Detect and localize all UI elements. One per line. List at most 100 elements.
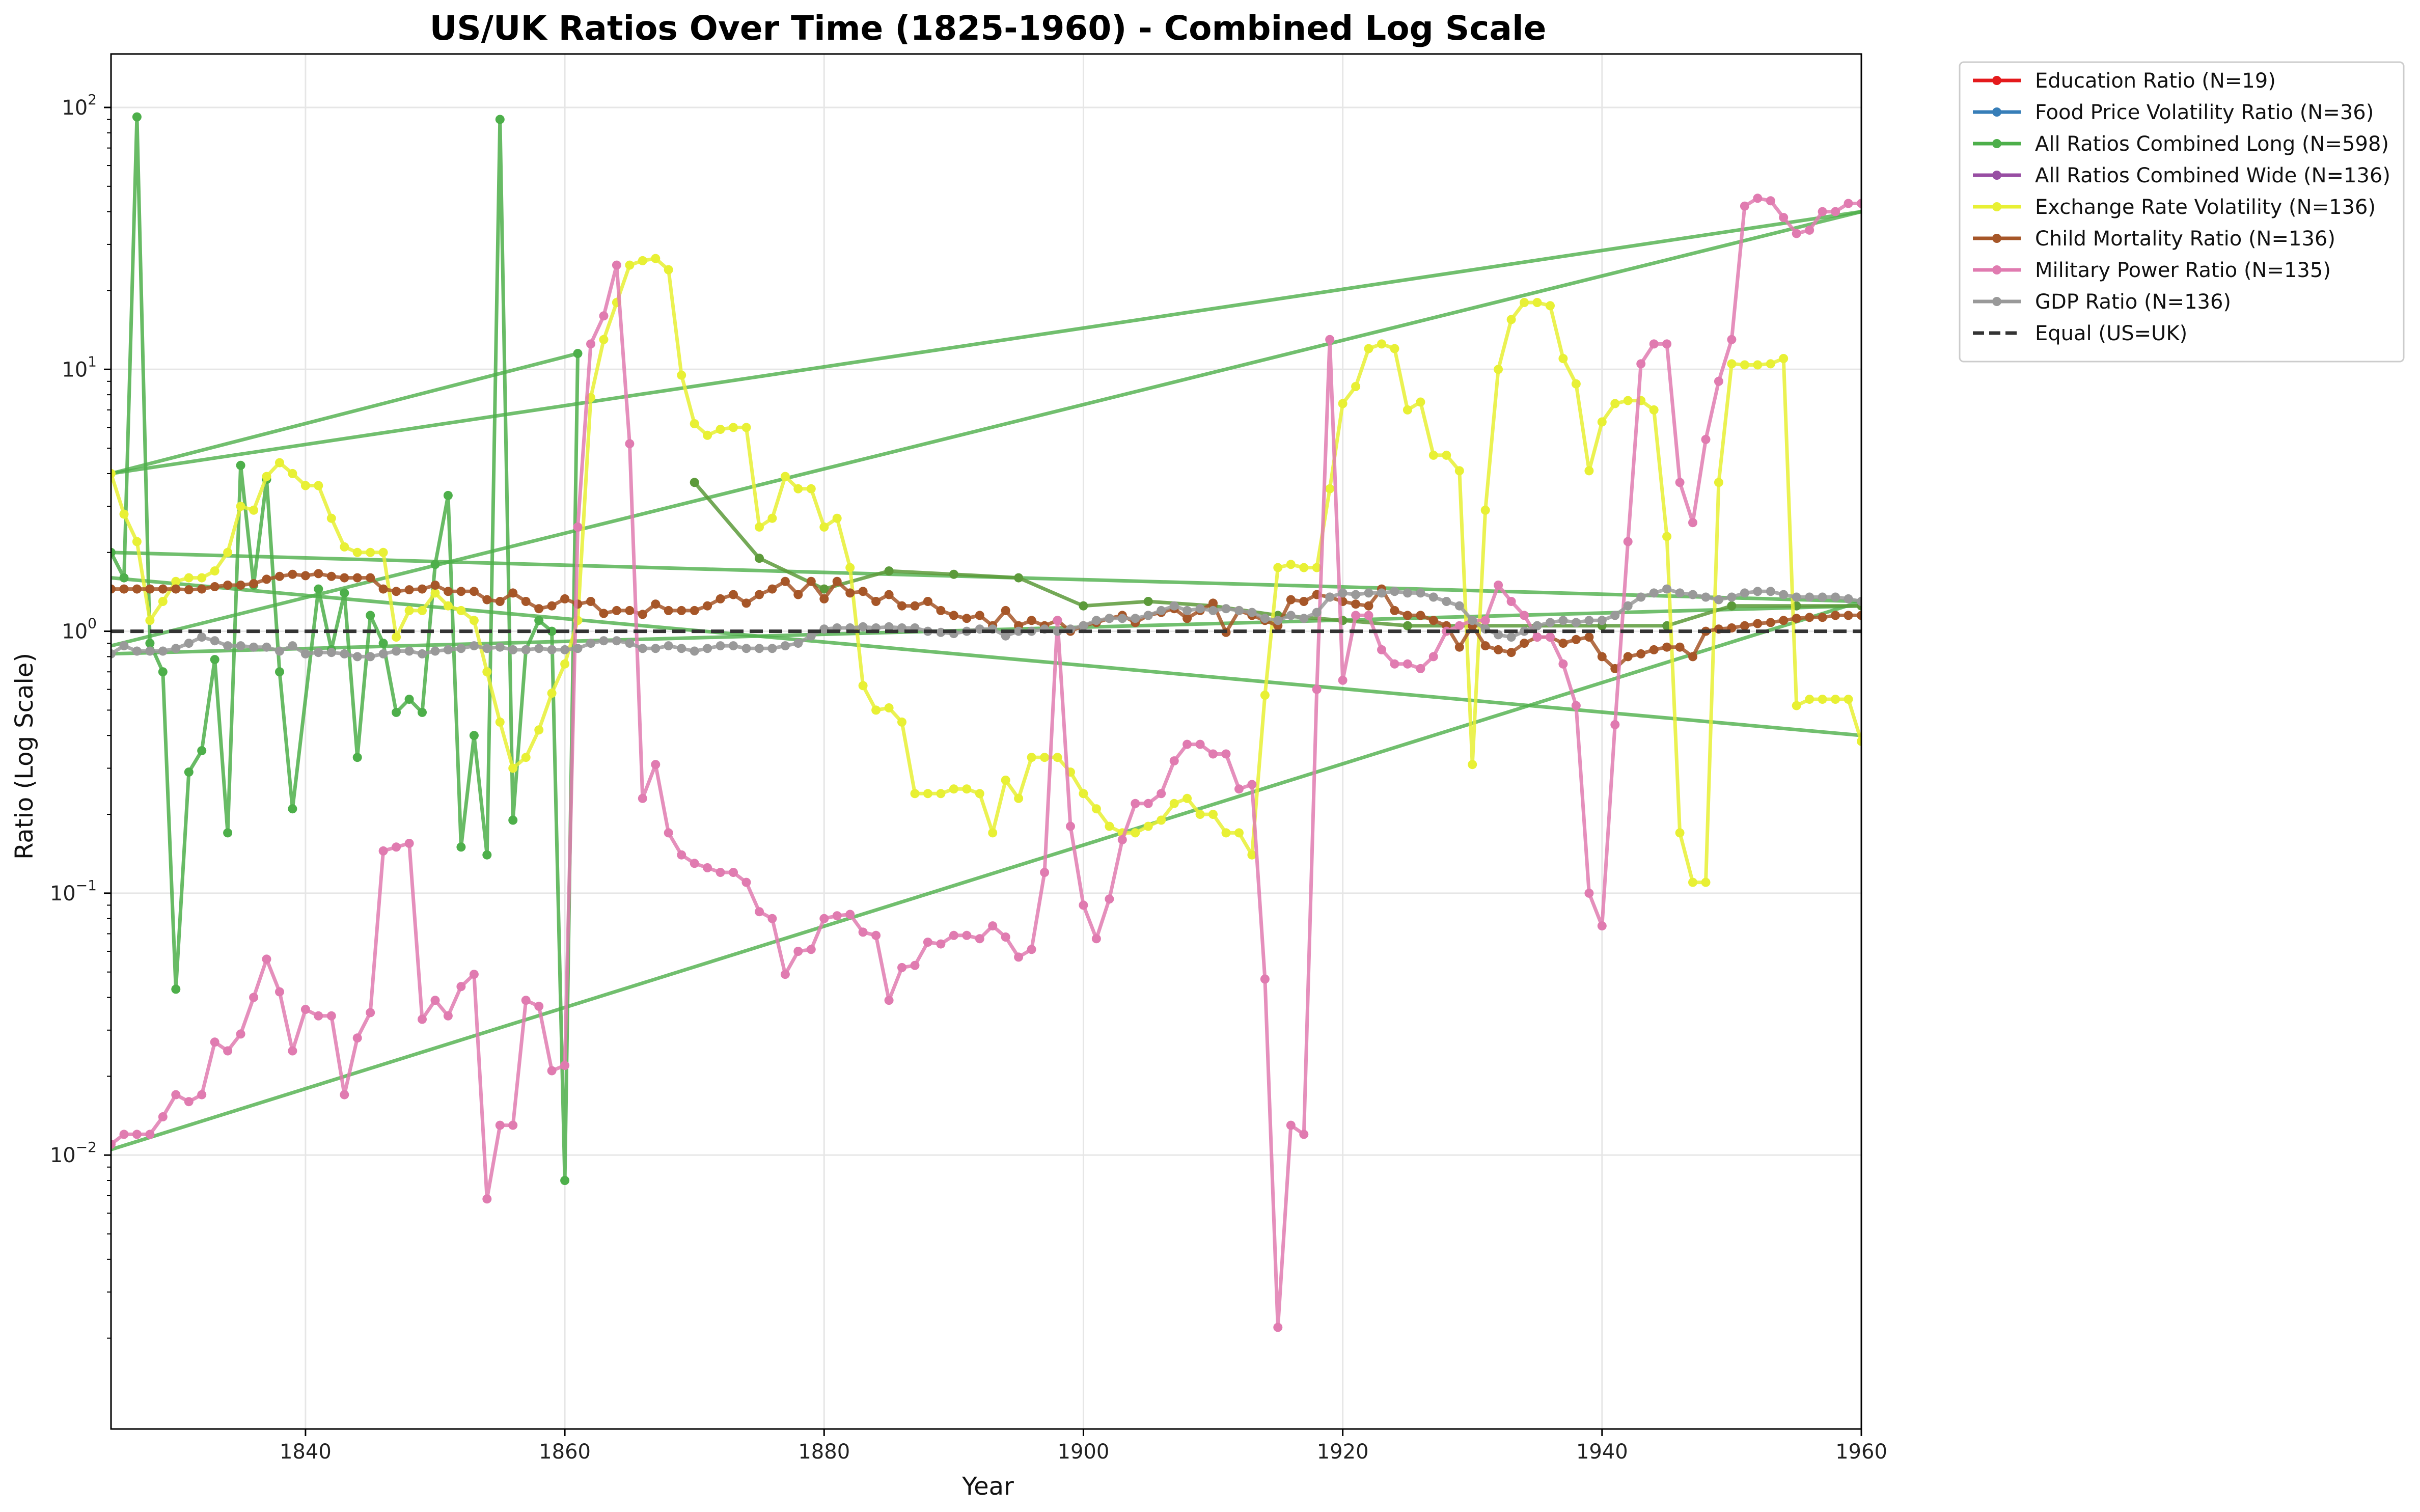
data-point bbox=[1662, 642, 1672, 652]
x-axis: 1840 1860 1880 1900 1920 1940 1960 bbox=[280, 1429, 1887, 1464]
data-point bbox=[1597, 417, 1607, 427]
data-point bbox=[1532, 621, 1542, 630]
data-point bbox=[1377, 588, 1386, 598]
y-tick-label: 101 bbox=[62, 353, 97, 381]
data-point bbox=[1105, 894, 1114, 904]
data-point bbox=[664, 641, 673, 651]
data-point bbox=[1480, 616, 1490, 625]
data-point bbox=[469, 587, 479, 596]
data-point bbox=[340, 542, 349, 552]
data-point bbox=[404, 646, 414, 656]
data-point bbox=[1351, 599, 1361, 609]
data-point bbox=[858, 622, 868, 631]
data-point bbox=[1546, 618, 1555, 627]
series-line bbox=[111, 196, 1861, 1329]
data-point bbox=[1312, 684, 1322, 694]
data-point bbox=[119, 573, 129, 583]
data-point bbox=[560, 594, 570, 603]
data-point bbox=[1208, 749, 1218, 759]
data-point bbox=[1014, 952, 1024, 962]
data-point bbox=[1182, 739, 1192, 749]
data-point bbox=[1532, 298, 1542, 307]
legend-label: Education Ratio (N=19) bbox=[2035, 69, 2276, 93]
data-point bbox=[1701, 434, 1711, 444]
data-point bbox=[1584, 633, 1594, 642]
data-point bbox=[1714, 376, 1723, 386]
data-point bbox=[1454, 601, 1464, 611]
data-point bbox=[1766, 618, 1775, 627]
data-point bbox=[612, 606, 621, 615]
data-point bbox=[1325, 592, 1335, 602]
data-point bbox=[1805, 592, 1814, 602]
y-tick-label: 100 bbox=[62, 615, 97, 644]
y-tick-label: 102 bbox=[62, 91, 97, 120]
data-point bbox=[858, 587, 868, 596]
data-point bbox=[482, 644, 492, 653]
data-point bbox=[1792, 614, 1801, 623]
data-point bbox=[690, 419, 699, 428]
data-point bbox=[1169, 601, 1179, 611]
data-point bbox=[1157, 815, 1166, 825]
data-point bbox=[1468, 616, 1477, 625]
data-point bbox=[871, 930, 881, 940]
data-point bbox=[1546, 633, 1555, 642]
data-point bbox=[884, 566, 894, 576]
data-point bbox=[197, 1090, 207, 1099]
data-point bbox=[236, 460, 245, 470]
data-point bbox=[1831, 611, 1840, 620]
data-point bbox=[1740, 588, 1749, 598]
data-point bbox=[456, 644, 466, 653]
data-point bbox=[469, 731, 479, 740]
data-point bbox=[275, 458, 284, 468]
data-point bbox=[1351, 590, 1361, 599]
data-point bbox=[625, 639, 635, 648]
data-point bbox=[858, 927, 868, 937]
data-point bbox=[262, 954, 271, 964]
data-point bbox=[755, 554, 764, 563]
data-point bbox=[1442, 450, 1451, 460]
data-point bbox=[1688, 652, 1697, 662]
data-point bbox=[819, 624, 829, 634]
data-point bbox=[1001, 932, 1010, 942]
data-point bbox=[352, 1033, 362, 1043]
legend-label: Exchange Rate Volatility (N=136) bbox=[2035, 196, 2376, 219]
data-point bbox=[1520, 639, 1529, 648]
data-point bbox=[482, 595, 492, 604]
data-point bbox=[340, 573, 349, 583]
data-point bbox=[1649, 588, 1659, 598]
data-point bbox=[1286, 1120, 1296, 1130]
data-point bbox=[482, 1194, 492, 1204]
data-point bbox=[1014, 626, 1024, 636]
data-point bbox=[210, 655, 219, 665]
data-point bbox=[729, 590, 738, 599]
data-point bbox=[638, 256, 647, 265]
legend-label: Military Power Ratio (N=135) bbox=[2035, 259, 2331, 282]
data-point bbox=[1558, 616, 1568, 625]
data-point bbox=[1299, 1130, 1309, 1139]
data-point bbox=[573, 349, 583, 359]
data-point bbox=[1688, 590, 1697, 599]
data-point bbox=[845, 588, 855, 598]
data-point bbox=[1351, 611, 1361, 620]
data-point bbox=[560, 645, 570, 654]
data-point bbox=[1208, 810, 1218, 819]
data-point bbox=[111, 547, 116, 557]
data-point bbox=[521, 753, 531, 762]
data-point bbox=[300, 481, 310, 490]
data-point bbox=[638, 644, 647, 653]
data-point bbox=[1053, 616, 1062, 625]
data-point bbox=[625, 606, 635, 615]
data-point bbox=[184, 573, 194, 583]
data-point bbox=[1027, 753, 1036, 762]
data-point bbox=[599, 636, 609, 646]
data-point bbox=[1623, 601, 1633, 611]
legend-marker bbox=[1992, 171, 2001, 180]
data-point bbox=[340, 588, 349, 598]
data-point bbox=[418, 1014, 427, 1024]
data-point bbox=[508, 645, 518, 654]
data-point bbox=[1454, 642, 1464, 652]
data-point bbox=[1105, 821, 1114, 831]
data-point bbox=[171, 984, 181, 994]
data-point bbox=[1727, 601, 1737, 611]
data-point bbox=[586, 639, 595, 648]
